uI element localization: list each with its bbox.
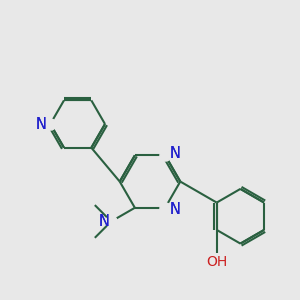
Text: N: N	[169, 202, 180, 217]
Text: N: N	[35, 116, 46, 131]
Text: N: N	[169, 202, 180, 217]
Text: N: N	[35, 116, 46, 131]
Text: N: N	[99, 214, 110, 229]
Text: N: N	[99, 214, 110, 229]
Text: N: N	[169, 146, 180, 161]
Text: OH: OH	[206, 255, 227, 269]
Text: N: N	[169, 146, 180, 161]
